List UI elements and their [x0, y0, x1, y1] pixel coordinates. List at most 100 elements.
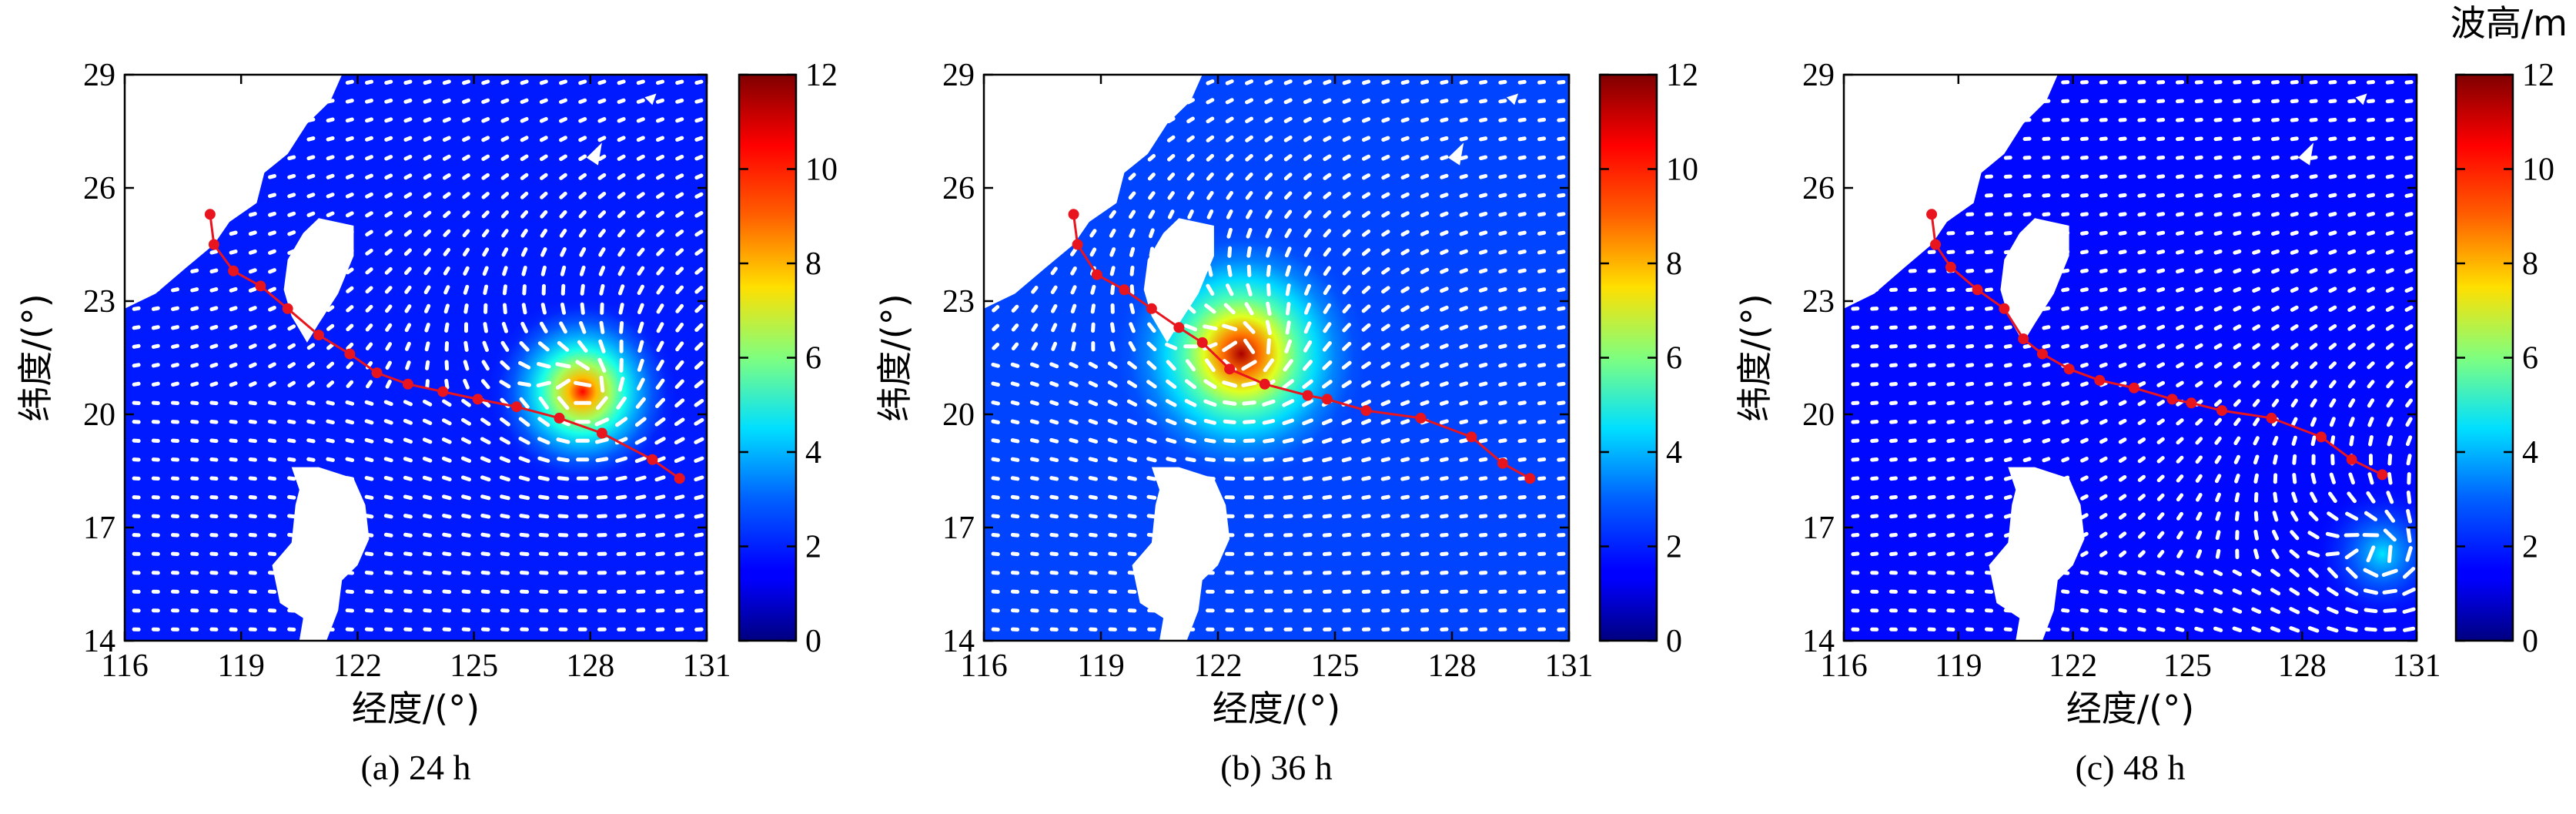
wave-arrow	[2404, 305, 2414, 312]
wave-arrow	[2329, 472, 2337, 484]
wave-arrow	[559, 117, 568, 123]
wave-arrow	[635, 494, 647, 501]
wave-arrow	[537, 341, 550, 352]
wave-arrow	[1498, 324, 1507, 330]
wave-arrow	[364, 589, 374, 595]
wave-arrow	[619, 320, 624, 334]
wave-arrow	[2385, 155, 2394, 160]
wave-arrow	[1263, 457, 1275, 462]
wave-arrow	[520, 98, 529, 104]
colorbar-tick-label: 0	[2522, 624, 2538, 659]
wave-arrow	[2290, 530, 2300, 541]
wave-arrow	[559, 79, 568, 85]
wave-arrow	[1478, 419, 1488, 424]
wave-arrow	[403, 532, 413, 538]
wave-arrow	[1908, 514, 1917, 519]
wave-arrow	[1342, 136, 1351, 142]
wave-arrow	[1167, 173, 1176, 181]
wave-arrow	[1166, 437, 1177, 444]
wave-arrow	[2309, 249, 2318, 255]
wave-arrow	[326, 173, 335, 179]
wave-arrow	[1537, 363, 1547, 368]
wave-arrow	[617, 154, 626, 161]
wave-arrow	[636, 79, 645, 85]
wave-arrow	[2194, 588, 2204, 595]
wave-arrow	[1010, 476, 1020, 481]
wave-arrow	[615, 475, 627, 481]
wave-arrow	[1069, 476, 1079, 481]
wave-arrow	[2252, 398, 2260, 407]
wave-arrow	[519, 494, 530, 501]
wave-arrow	[2156, 212, 2166, 217]
x-tick-label: 128	[1428, 648, 1477, 684]
wave-arrow	[2270, 174, 2280, 179]
wave-arrow	[1129, 228, 1136, 238]
wave-arrow	[1146, 380, 1157, 389]
wave-arrow	[1148, 209, 1156, 219]
wave-arrow	[462, 136, 470, 142]
wave-arrow	[520, 229, 528, 238]
track-point	[1999, 303, 2010, 314]
wave-arrow	[1323, 116, 1332, 123]
wave-arrow	[2252, 324, 2261, 331]
wave-arrow	[636, 192, 645, 199]
wave-arrow	[422, 437, 433, 444]
wave-arrow	[2061, 419, 2070, 425]
wave-arrow	[694, 437, 704, 444]
wave-arrow	[1225, 79, 1234, 85]
wave-arrow	[209, 250, 219, 255]
wave-arrow	[1245, 135, 1253, 142]
wave-arrow	[2099, 608, 2108, 613]
wave-arrow	[2137, 570, 2146, 576]
wave-arrow	[2289, 568, 2300, 578]
wave-arrow	[1070, 266, 1077, 276]
wave-arrow	[520, 247, 528, 257]
wave-arrow	[326, 155, 335, 161]
wave-arrow	[287, 514, 296, 519]
wave-arrow	[1110, 322, 1116, 333]
wave-arrow	[2137, 268, 2146, 274]
wave-arrow	[616, 514, 627, 519]
track-point	[1415, 412, 1427, 424]
wave-arrow	[2176, 531, 2183, 540]
wave-arrow	[1165, 418, 1177, 426]
wave-arrow	[2080, 419, 2089, 425]
wave-arrow	[1030, 571, 1039, 575]
wave-arrow	[1090, 303, 1096, 314]
wave-arrow	[190, 325, 199, 330]
wave-arrow	[384, 266, 393, 275]
wave-arrow	[637, 321, 644, 334]
wave-arrow	[2404, 230, 2414, 236]
wave-arrow	[2156, 343, 2166, 350]
wave-arrow	[1361, 514, 1371, 519]
wave-arrow	[1361, 229, 1371, 237]
wave-arrow	[1400, 248, 1410, 256]
wave-arrow	[1400, 419, 1410, 425]
wave-arrow	[1321, 380, 1333, 389]
wave-arrow	[171, 363, 179, 368]
wave-arrow	[2195, 437, 2203, 445]
wave-arrow	[287, 362, 296, 369]
wave-arrow	[2099, 418, 2108, 425]
wave-arrow	[1984, 400, 1993, 406]
wave-arrow	[1984, 438, 1993, 444]
colorbar-tick-label: 4	[2522, 435, 2538, 471]
wave-arrow	[229, 343, 238, 350]
wave-arrow	[2061, 156, 2070, 160]
wave-arrow	[1302, 379, 1313, 389]
wave-arrow	[1283, 135, 1293, 142]
wave-arrow	[1167, 209, 1175, 219]
wave-arrow	[1400, 229, 1410, 237]
wave-arrow	[2080, 456, 2089, 463]
wave-arrow	[2118, 589, 2127, 595]
wave-arrow	[991, 476, 1000, 481]
wave-arrow	[1203, 399, 1217, 407]
wave-arrow	[1323, 322, 1332, 333]
wave-arrow	[634, 417, 647, 427]
wave-arrow	[2213, 155, 2223, 160]
wave-arrow	[2156, 608, 2166, 614]
wave-arrow	[2118, 212, 2127, 217]
wave-arrow	[481, 229, 490, 238]
wave-arrow	[1439, 419, 1449, 425]
wave-arrow	[991, 381, 1000, 387]
